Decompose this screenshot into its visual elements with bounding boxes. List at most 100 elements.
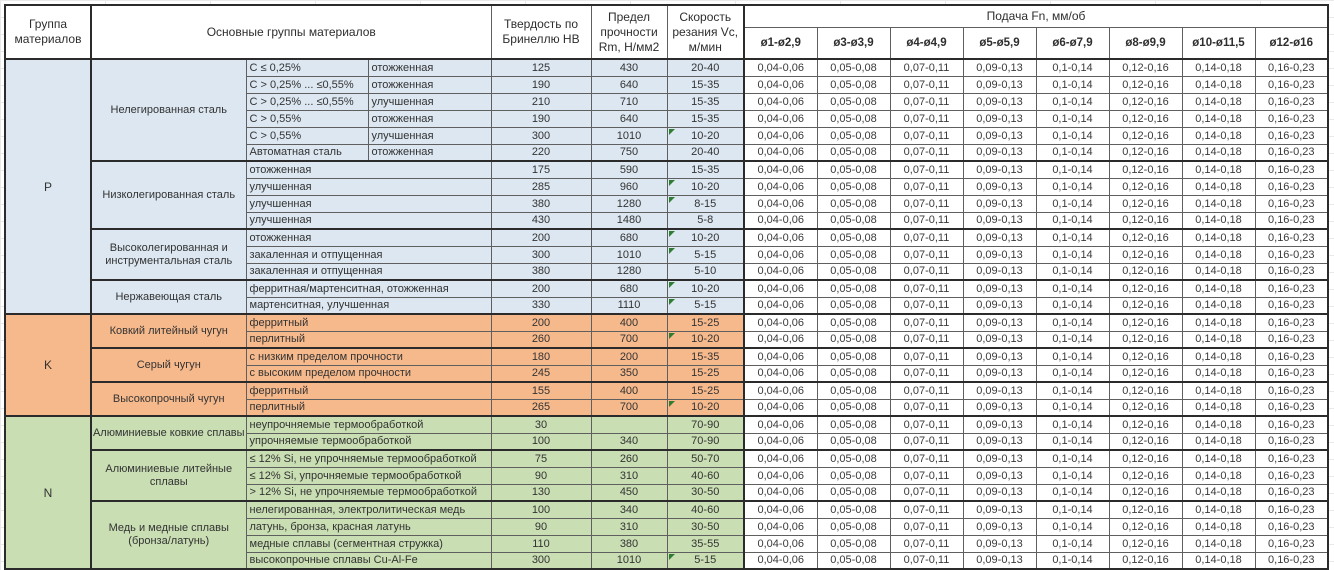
feed-value-cell: 0,14-0,18	[1181, 398, 1256, 417]
feed-value-cell: 0,05-0,08	[816, 245, 891, 264]
strength-value-cell: 750	[590, 143, 668, 162]
feed-value-cell: 0,1-0,14	[1035, 432, 1110, 451]
cutting-speed-value-cell: 30-50	[666, 517, 745, 536]
hardness-value-cell: 110	[490, 534, 592, 553]
feed-value-cell: 0,04-0,06	[743, 398, 818, 417]
heat-treatment-cell: улучшенная	[367, 126, 492, 145]
feed-value-cell: 0,07-0,11	[889, 381, 964, 400]
strength-value-cell: 700	[590, 398, 668, 417]
feed-value-cell: 0,05-0,08	[816, 228, 891, 247]
hardness-value-cell: 210	[490, 92, 592, 111]
feed-value-cell: 0,07-0,11	[889, 279, 964, 298]
feed-value-cell: 0,09-0,13	[962, 143, 1037, 162]
feed-value-cell: 0,09-0,13	[962, 245, 1037, 264]
carbon-content-cell: C > 0,25% ... ≤0,55%	[245, 92, 369, 111]
feed-value-cell: 0,09-0,13	[962, 466, 1037, 485]
feed-value-cell: 0,04-0,06	[743, 194, 818, 213]
feed-value-cell: 0,14-0,18	[1181, 245, 1256, 264]
hardness-value-cell: 100	[490, 432, 592, 451]
feed-value-cell: 0,16-0,23	[1254, 415, 1329, 434]
feed-value-cell: 0,1-0,14	[1035, 466, 1110, 485]
feed-value-cell: 0,16-0,23	[1254, 517, 1329, 536]
strength-value-cell: 640	[590, 75, 668, 94]
feed-value-cell: 0,07-0,11	[889, 551, 964, 570]
feed-value-cell: 0,14-0,18	[1181, 194, 1256, 213]
subgroup-name-cell: Высоколегированная и инструментальная ст…	[90, 228, 247, 281]
feed-value-cell: 0,05-0,08	[816, 126, 891, 145]
hardness-value-cell: 100	[490, 500, 592, 519]
feed-value-cell: 0,04-0,06	[743, 92, 818, 111]
feed-value-cell: 0,09-0,13	[962, 483, 1037, 502]
feed-value-cell: 0,12-0,16	[1108, 160, 1183, 179]
subgroup-name-cell: Низколегированная сталь	[90, 160, 247, 230]
feed-value-cell: 0,1-0,14	[1035, 228, 1110, 247]
heat-treatment-cell: отожженная	[367, 58, 492, 77]
feed-value-cell: 0,04-0,06	[743, 364, 818, 383]
feed-value-cell: 0,14-0,18	[1181, 551, 1256, 570]
hardness-value-cell: 265	[490, 398, 592, 417]
feed-value-cell: 0,16-0,23	[1254, 279, 1329, 298]
feed-value-cell: 0,16-0,23	[1254, 228, 1329, 247]
feed-value-cell: 0,12-0,16	[1108, 432, 1183, 451]
feed-value-cell: 0,14-0,18	[1181, 500, 1256, 519]
hardness-value-cell: 200	[490, 279, 592, 298]
feed-value-cell: 0,07-0,11	[889, 500, 964, 519]
feed-value-cell: 0,05-0,08	[816, 194, 891, 213]
hardness-value-cell: 245	[490, 364, 592, 383]
hardness-value-cell: 300	[490, 551, 592, 570]
material-description-cell: латунь, бронза, красная латунь	[245, 517, 492, 536]
spreadsheet-sheet: Группа материалов Основные группы матери…	[4, 4, 1330, 570]
feed-value-cell: 0,12-0,16	[1108, 262, 1183, 281]
material-description-cell: мартенситная, улучшенная	[245, 296, 492, 315]
feed-value-cell: 0,04-0,06	[743, 517, 818, 536]
cutting-speed-value-cell: 20-40	[666, 143, 745, 162]
cutting-speed-value-cell: 5-15	[666, 245, 745, 264]
header-main-groups: Основные группы материалов	[90, 4, 492, 60]
feed-value-cell: 0,07-0,11	[889, 313, 964, 332]
feed-value-cell: 0,09-0,13	[962, 296, 1037, 315]
material-description-cell: ≤ 12% Si, не упрочняемые термообработкой	[245, 449, 492, 468]
feed-value-cell: 0,12-0,16	[1108, 126, 1183, 145]
feed-value-cell: 0,09-0,13	[962, 415, 1037, 434]
hardness-value-cell: 75	[490, 449, 592, 468]
feed-value-cell: 0,16-0,23	[1254, 364, 1329, 383]
feed-value-cell: 0,05-0,08	[816, 381, 891, 400]
feed-value-cell: 0,05-0,08	[816, 517, 891, 536]
feed-value-cell: 0,16-0,23	[1254, 483, 1329, 502]
feed-value-cell: 0,07-0,11	[889, 466, 964, 485]
feed-value-cell: 0,09-0,13	[962, 313, 1037, 332]
hardness-value-cell: 330	[490, 296, 592, 315]
feed-value-cell: 0,12-0,16	[1108, 466, 1183, 485]
strength-value-cell: 310	[590, 466, 668, 485]
hardness-value-cell: 300	[490, 245, 592, 264]
strength-value-cell: 1110	[590, 296, 668, 315]
feed-value-cell: 0,04-0,06	[743, 245, 818, 264]
feed-value-cell: 0,07-0,11	[889, 75, 964, 94]
feed-value-cell: 0,16-0,23	[1254, 381, 1329, 400]
strength-value-cell: 450	[590, 483, 668, 502]
feed-value-cell: 0,07-0,11	[889, 160, 964, 179]
cutting-speed-value-cell: 20-40	[666, 58, 745, 77]
feed-value-cell: 0,1-0,14	[1035, 245, 1110, 264]
subgroup-name-cell: Алюминиевые ковкие сплавы	[90, 415, 247, 451]
hardness-value-cell: 430	[490, 211, 592, 230]
feed-value-cell: 0,07-0,11	[889, 126, 964, 145]
feed-value-cell: 0,05-0,08	[816, 143, 891, 162]
table-row: улучшенная 380 1280 8-15 0,04-0,06 0,05-0,08 0…	[5, 194, 1329, 213]
feed-value-cell: 0,12-0,16	[1108, 92, 1183, 111]
table-row: P Нелегированная сталь C ≤ 0,25% отожженная…	[4, 58, 1329, 315]
feed-value-cell: 0,04-0,06	[743, 534, 818, 553]
cutting-speed-value-cell: 50-70	[666, 449, 745, 468]
feed-value-cell: 0,07-0,11	[889, 534, 964, 553]
feed-value-cell: 0,04-0,06	[743, 211, 818, 230]
subgroup-name-cell: Ковкий литейный чугун	[90, 313, 247, 349]
feed-value-cell: 0,1-0,14	[1035, 381, 1110, 400]
feed-value-cell: 0,09-0,13	[962, 228, 1037, 247]
strength-value-cell: 680	[590, 228, 668, 247]
hardness-value-cell: 285	[490, 177, 592, 196]
feed-value-cell: 0,09-0,13	[962, 398, 1037, 417]
table-row: мартенситная, улучшенная 330 1110 5-15 0,04-…	[5, 296, 1329, 315]
cutting-speed-value-cell: 15-35	[666, 347, 745, 366]
feed-value-cell: 0,1-0,14	[1035, 483, 1110, 502]
table-row: упрочняемые термообработкой 100 340 70-90 0,…	[5, 432, 1329, 451]
